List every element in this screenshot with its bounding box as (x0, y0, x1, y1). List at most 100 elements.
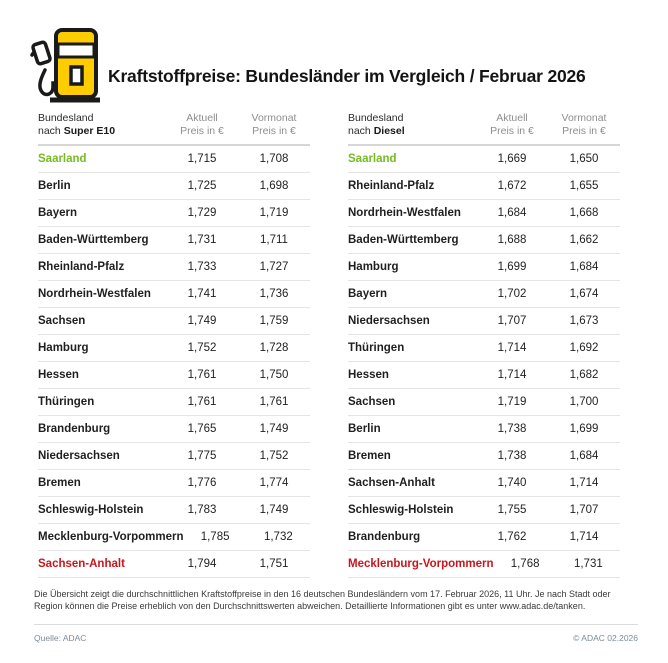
table-row: Saarland 1,715 1,708 (38, 146, 310, 173)
current-price: 1,761 (187, 369, 217, 381)
header-region-line1: Bundesland (348, 112, 404, 124)
previous-price: 1,752 (259, 450, 289, 462)
current-price: 1,702 (497, 288, 527, 300)
previous-price: 1,761 (259, 396, 289, 408)
state-name: Nordrhein-Westfalen (38, 288, 151, 300)
state-name: Mecklenburg-Vorpommern (38, 531, 184, 543)
page-title: Kraftstoffpreise: Bundesländer im Vergle… (108, 66, 586, 86)
previous-price: 1,774 (259, 477, 289, 489)
previous-price: 1,749 (259, 504, 289, 516)
previous-price: 1,714 (569, 531, 599, 543)
previous-price: 1,699 (569, 423, 599, 435)
current-price: 1,714 (497, 342, 527, 354)
previous-price: 1,662 (569, 234, 599, 246)
previous-price: 1,684 (569, 450, 599, 462)
state-name: Sachsen (38, 315, 86, 327)
table-diesel: Bundesland nach Diesel Aktuell Preis in … (348, 112, 620, 578)
state-name: Sachsen-Anhalt (38, 558, 125, 570)
current-price: 1,752 (187, 342, 217, 354)
state-name: Rheinland-Pfalz (348, 180, 435, 192)
header-current-line1: Aktuell (186, 112, 218, 124)
table-row: Bayern 1,702 1,674 (348, 281, 620, 308)
state-name: Sachsen (348, 396, 396, 408)
header-region-prefix: nach (348, 125, 374, 137)
column-header-vormonat: Vormonat Preis in € (238, 112, 310, 138)
fuel-pump-icon (30, 28, 100, 103)
state-name: Saarland (38, 153, 87, 165)
current-price: 1,775 (187, 450, 217, 462)
table-row: Bremen 1,776 1,774 (38, 470, 310, 497)
table-row: Hessen 1,761 1,750 (38, 362, 310, 389)
table-row: Bayern 1,729 1,719 (38, 200, 310, 227)
current-price: 1,707 (497, 315, 527, 327)
table-row: Thüringen 1,761 1,761 (38, 389, 310, 416)
previous-price: 1,698 (259, 180, 289, 192)
current-price: 1,729 (187, 207, 217, 219)
table-row: Baden-Württemberg 1,688 1,662 (348, 227, 620, 254)
previous-price: 1,668 (569, 207, 599, 219)
table-header: Bundesland nach Super E10 Aktuell Preis … (38, 112, 310, 146)
state-name: Berlin (348, 423, 381, 435)
current-price: 1,672 (497, 180, 527, 192)
current-price: 1,765 (187, 423, 217, 435)
current-price: 1,740 (497, 477, 527, 489)
current-price: 1,768 (510, 558, 540, 570)
table-row: Berlin 1,725 1,698 (38, 173, 310, 200)
table-row: Brandenburg 1,765 1,749 (38, 416, 310, 443)
header-region-prefix: nach (38, 125, 64, 137)
current-price: 1,733 (187, 261, 217, 273)
tables-container: Bundesland nach Super E10 Aktuell Preis … (0, 104, 668, 578)
state-name: Niedersachsen (38, 450, 120, 462)
table-row: Hamburg 1,752 1,728 (38, 335, 310, 362)
column-header-vormonat: Vormonat Preis in € (548, 112, 620, 138)
source-label: Quelle: ADAC (34, 633, 87, 643)
footer-divider (34, 624, 638, 625)
current-price: 1,684 (497, 207, 527, 219)
state-name: Thüringen (348, 342, 405, 354)
current-price: 1,688 (497, 234, 527, 246)
table-row: Rheinland-Pfalz 1,733 1,727 (38, 254, 310, 281)
table-row: Rheinland-Pfalz 1,672 1,655 (348, 173, 620, 200)
previous-price: 1,682 (569, 369, 599, 381)
table-row: Schleswig-Holstein 1,755 1,707 (348, 497, 620, 524)
header-region-line1: Bundesland (38, 112, 94, 124)
previous-price: 1,692 (569, 342, 599, 354)
header-previous-line1: Vormonat (251, 112, 297, 124)
table-row: Hamburg 1,699 1,684 (348, 254, 620, 281)
header-current-line2: Preis in € (490, 125, 534, 137)
current-price: 1,719 (497, 396, 527, 408)
previous-price: 1,732 (263, 531, 293, 543)
current-price: 1,755 (497, 504, 527, 516)
table-row: Thüringen 1,714 1,692 (348, 335, 620, 362)
current-price: 1,738 (497, 450, 527, 462)
column-header-aktuell: Aktuell Preis in € (166, 112, 238, 138)
table-row: Berlin 1,738 1,699 (348, 416, 620, 443)
previous-price: 1,728 (259, 342, 289, 354)
fuel-type-label: Diesel (373, 125, 405, 137)
header: Kraftstoffpreise: Bundesländer im Vergle… (0, 0, 668, 104)
table-super-e10: Bundesland nach Super E10 Aktuell Preis … (38, 112, 310, 578)
table-row: Bremen 1,738 1,684 (348, 443, 620, 470)
table-row: Mecklenburg-Vorpommern 1,768 1,731 (348, 551, 620, 578)
current-price: 1,731 (187, 234, 217, 246)
state-name: Bremen (38, 477, 81, 489)
table-row: Sachsen 1,749 1,759 (38, 308, 310, 335)
footnote-text: Die Übersicht zeigt die durchschnittlich… (34, 589, 611, 611)
state-name: Thüringen (38, 396, 95, 408)
previous-price: 1,727 (259, 261, 289, 273)
previous-price: 1,711 (260, 234, 288, 246)
current-price: 1,783 (187, 504, 217, 516)
state-name: Hamburg (38, 342, 89, 354)
state-name: Baden-Württemberg (348, 234, 459, 246)
previous-price: 1,714 (569, 477, 599, 489)
state-name: Brandenburg (38, 423, 111, 435)
table-row: Saarland 1,669 1,650 (348, 146, 620, 173)
table-row: Mecklenburg-Vorpommern 1,785 1,732 (38, 524, 310, 551)
previous-price: 1,708 (259, 153, 289, 165)
state-name: Brandenburg (348, 531, 421, 543)
table-row: Niedersachsen 1,707 1,673 (348, 308, 620, 335)
header-current-line2: Preis in € (180, 125, 224, 137)
table-row: Schleswig-Holstein 1,783 1,749 (38, 497, 310, 524)
current-price: 1,699 (497, 261, 527, 273)
previous-price: 1,759 (259, 315, 289, 327)
